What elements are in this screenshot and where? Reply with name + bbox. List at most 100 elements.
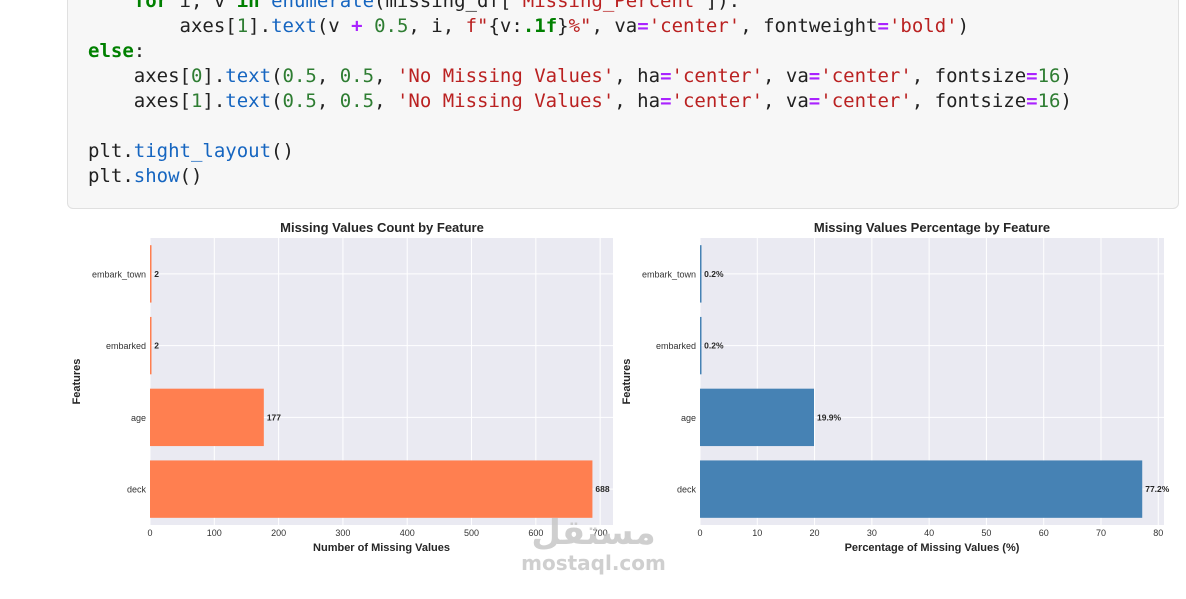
code-token: } bbox=[557, 15, 569, 37]
x-tick-label: 0 bbox=[697, 528, 702, 538]
code-token: f" bbox=[465, 15, 489, 37]
code-token: , bbox=[316, 90, 340, 112]
code-token: ]. bbox=[248, 15, 272, 37]
code-editor[interactable]: for i, v in enumerate(missing_df['Missin… bbox=[88, 0, 1072, 189]
code-token: 'bold' bbox=[888, 15, 958, 37]
code-token: 'center' bbox=[671, 90, 764, 112]
data-label: 688 bbox=[595, 484, 609, 494]
data-label: 19.9% bbox=[817, 412, 842, 422]
x-tick-label: 60 bbox=[1039, 528, 1049, 538]
y-axis-label: Features bbox=[621, 359, 633, 405]
data-label: 177 bbox=[267, 412, 281, 422]
code-token: 16 bbox=[1037, 65, 1061, 87]
x-tick-label: 300 bbox=[335, 528, 350, 538]
code-token: text bbox=[225, 65, 272, 87]
y-tick-label: embark_town bbox=[642, 269, 696, 279]
code-token: + bbox=[351, 15, 363, 37]
code-token: ]. bbox=[202, 90, 226, 112]
chart-title: Missing Values Percentage by Feature bbox=[814, 220, 1050, 235]
y-axis-label: Features bbox=[71, 359, 83, 405]
missing-count-chart: deck 688 age 177 embarked 2 embark_town 2 0 100 20… bbox=[71, 220, 613, 554]
bar-age bbox=[700, 388, 814, 447]
x-axis-label: Percentage of Missing Values (%) bbox=[845, 542, 1020, 554]
code-token: , i, bbox=[408, 15, 466, 37]
x-tick-label: 10 bbox=[752, 528, 762, 538]
data-label: 2 bbox=[154, 341, 159, 351]
code-token: , bbox=[374, 90, 397, 112]
code-token: %" bbox=[568, 15, 592, 37]
x-axis-label: Number of Missing Values bbox=[313, 542, 450, 554]
code-cell[interactable]: for i, v in enumerate(missing_df['Missin… bbox=[67, 0, 1179, 209]
code-token: ) bbox=[1060, 65, 1072, 87]
code-token bbox=[260, 0, 271, 12]
y-tick-label: deck bbox=[127, 485, 147, 495]
x-tick-label: 50 bbox=[981, 528, 991, 538]
code-token: 0.5 bbox=[339, 65, 375, 87]
code-token: ]. bbox=[202, 65, 226, 87]
code-token: 0.5 bbox=[374, 15, 409, 37]
code-token: text bbox=[271, 15, 317, 37]
x-tick-label: 30 bbox=[867, 528, 877, 538]
code-token: ]): bbox=[705, 0, 741, 12]
code-token: ( bbox=[271, 65, 283, 87]
code-token: 'No Missing Values' bbox=[396, 90, 615, 112]
code-token: 0 bbox=[190, 65, 203, 87]
code-token: {v: bbox=[488, 15, 523, 37]
code-token: axes[ bbox=[88, 15, 237, 37]
code-line: axes[1].text(0.5, 0.5, 'No Missing Value… bbox=[88, 89, 1072, 114]
code-token: 'No Missing Values' bbox=[396, 65, 615, 87]
code-token: ) bbox=[957, 15, 970, 37]
code-token: = bbox=[808, 90, 821, 112]
code-token: .1f bbox=[522, 15, 558, 37]
code-token: else bbox=[88, 40, 134, 62]
code-token: , va bbox=[763, 90, 809, 112]
code-token: text bbox=[225, 90, 272, 112]
code-token: 0.5 bbox=[282, 65, 317, 87]
x-tick-label: 100 bbox=[207, 528, 222, 538]
missing-percent-chart: deck 77.2% age 19.9% embarked 0.2% embark_town… bbox=[621, 220, 1170, 554]
code-token: (v bbox=[316, 15, 352, 37]
bar-age bbox=[150, 388, 264, 447]
code-token: 1 bbox=[190, 90, 203, 112]
code-token: () bbox=[271, 140, 294, 162]
code-line bbox=[88, 114, 1072, 139]
code-token: , fontweight bbox=[740, 15, 878, 37]
y-tick-label: embark_town bbox=[92, 269, 146, 279]
code-line: else: bbox=[88, 39, 1072, 64]
data-label: 0.2% bbox=[704, 269, 724, 279]
code-token: 'center' bbox=[648, 15, 741, 37]
bar-embark_town bbox=[150, 245, 152, 303]
code-line: for i, v in enumerate(missing_df['Missin… bbox=[88, 0, 1072, 14]
code-token: , va bbox=[591, 15, 638, 37]
x-tick-label: 40 bbox=[924, 528, 934, 538]
code-token: = bbox=[637, 15, 649, 37]
code-token: = bbox=[808, 65, 821, 87]
x-tick-label: 700 bbox=[593, 528, 608, 538]
code-line: axes[1].text(v + 0.5, i, f"{v:.1f}%", va… bbox=[88, 14, 1072, 39]
x-tick-label: 500 bbox=[464, 528, 479, 538]
x-tick-label: 20 bbox=[810, 528, 820, 538]
code-line: plt.show() bbox=[88, 164, 1072, 189]
code-token bbox=[88, 0, 134, 12]
bar-embarked bbox=[700, 316, 702, 375]
code-token: = bbox=[660, 65, 672, 87]
y-tick-label: age bbox=[131, 413, 146, 423]
chart-title: Missing Values Count by Feature bbox=[280, 220, 484, 235]
data-label: 77.2% bbox=[1145, 484, 1170, 494]
bar-deck bbox=[150, 460, 593, 518]
code-token: 'center' bbox=[820, 65, 912, 87]
code-token: , bbox=[316, 65, 340, 87]
code-token: , va bbox=[763, 65, 809, 87]
code-token: 1 bbox=[236, 15, 249, 37]
code-token: , bbox=[374, 65, 397, 87]
code-token: = bbox=[660, 90, 672, 112]
code-token: i, v bbox=[168, 0, 237, 12]
x-tick-label: 80 bbox=[1153, 528, 1163, 538]
x-tick-label: 70 bbox=[1096, 528, 1106, 538]
code-token bbox=[363, 15, 374, 37]
code-token: 16 bbox=[1037, 90, 1061, 112]
bar-deck bbox=[700, 460, 1143, 518]
code-token: plt. bbox=[88, 140, 134, 162]
code-token: 0.5 bbox=[339, 90, 375, 112]
